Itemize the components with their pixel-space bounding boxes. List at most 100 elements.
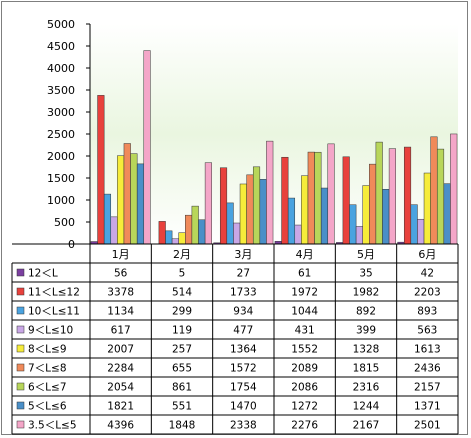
bar	[158, 221, 166, 245]
x-tick-label: 3月	[234, 248, 252, 261]
data-label: 2501	[414, 420, 441, 432]
legend-swatch	[16, 363, 25, 372]
data-label: 2436	[414, 363, 441, 375]
data-label: 2167	[353, 420, 380, 432]
data-label: 934	[233, 306, 253, 318]
data-label: 1244	[353, 401, 380, 413]
legend-swatch	[16, 325, 25, 334]
data-label: 1733	[230, 287, 257, 299]
bar	[239, 183, 247, 245]
data-label: 42	[421, 268, 434, 280]
data-label: 2203	[414, 287, 441, 299]
bar	[362, 185, 370, 245]
x-tick-label: 1月	[112, 248, 130, 261]
bar	[423, 172, 431, 245]
bar	[103, 193, 112, 245]
legend-swatch	[16, 382, 25, 391]
legend-swatch	[16, 420, 25, 429]
data-label: 257	[172, 344, 192, 356]
data-label: 1848	[169, 420, 196, 432]
data-label: 431	[295, 325, 315, 337]
bar	[450, 133, 458, 245]
data-label: 892	[356, 306, 376, 318]
bar	[219, 167, 228, 245]
bar	[327, 143, 335, 245]
x-tick-label: 4月	[296, 248, 314, 261]
data-label: 1552	[291, 344, 318, 356]
bar	[178, 232, 186, 245]
data-label: 399	[356, 325, 376, 337]
bar	[110, 216, 118, 245]
data-label: 2089	[291, 363, 318, 375]
data-label: 4396	[107, 420, 134, 432]
bar	[97, 95, 105, 245]
data-label: 551	[172, 401, 192, 413]
legend-swatch	[16, 268, 25, 277]
data-label: 2086	[291, 382, 318, 394]
data-label: 1815	[353, 363, 380, 375]
data-label: 655	[172, 363, 192, 375]
bar	[259, 179, 267, 245]
bar	[301, 175, 309, 245]
data-label: 477	[233, 325, 253, 337]
bar	[382, 189, 390, 245]
series-label: 10＜L≤11	[28, 306, 80, 318]
bar	[246, 174, 254, 245]
series-label: 6＜L≤7	[28, 382, 67, 394]
series-label: 7＜L≤8	[28, 363, 67, 375]
bar	[307, 151, 315, 245]
bar	[266, 140, 274, 245]
y-tick-label: 500	[54, 216, 75, 229]
y-tick-label: 2000	[47, 150, 75, 163]
data-label: 1134	[107, 306, 134, 318]
data-label: 299	[172, 306, 192, 318]
series-label: 8＜L≤9	[28, 344, 67, 356]
data-label: 1754	[230, 382, 257, 394]
bar	[252, 166, 261, 245]
data-label: 61	[298, 268, 311, 280]
bar	[117, 155, 125, 245]
data-label: 1613	[414, 344, 441, 356]
x-tick-label: 5月	[357, 248, 375, 261]
y-tick-label: 2500	[47, 128, 75, 141]
data-label: 1972	[291, 287, 318, 299]
data-label: 861	[172, 382, 192, 394]
data-label: 2338	[230, 420, 257, 432]
data-label: 1364	[230, 344, 257, 356]
bar	[281, 156, 289, 245]
x-tick-label: 2月	[173, 248, 191, 261]
bar	[171, 238, 179, 245]
data-label: 563	[417, 325, 437, 337]
bar	[143, 50, 151, 245]
y-tick-label: 5000	[47, 18, 75, 31]
bar	[388, 148, 396, 245]
data-table: 1月 2月 3月 4月 5月 6月 12＜L 56 5 27 61 35 42 11＜L≤12 3378 51…	[11, 243, 459, 435]
bar	[136, 163, 145, 245]
bar	[226, 202, 234, 245]
bar	[191, 205, 199, 245]
bar	[375, 141, 383, 245]
data-label: 27	[237, 268, 250, 280]
series-label: 5＜L≤6	[28, 401, 67, 413]
bar	[233, 222, 241, 245]
data-label: 617	[111, 325, 131, 337]
data-label: 2284	[107, 363, 134, 375]
legend-swatch	[16, 344, 25, 353]
data-label: 1572	[230, 363, 257, 375]
y-tick-label: 4500	[47, 40, 75, 53]
bar	[355, 226, 363, 245]
y-tick-label: 1500	[47, 172, 75, 185]
series-label: 12＜L	[28, 268, 58, 280]
bar	[443, 183, 451, 245]
bar	[165, 230, 173, 245]
bar	[130, 153, 138, 245]
bar	[349, 204, 357, 245]
y-tick-label: 3000	[47, 106, 75, 119]
bar	[185, 214, 193, 245]
data-label: 5	[179, 268, 186, 280]
data-label: 1470	[230, 401, 257, 413]
series-label: 3.5＜L≤5	[28, 420, 77, 432]
bar	[410, 204, 418, 245]
